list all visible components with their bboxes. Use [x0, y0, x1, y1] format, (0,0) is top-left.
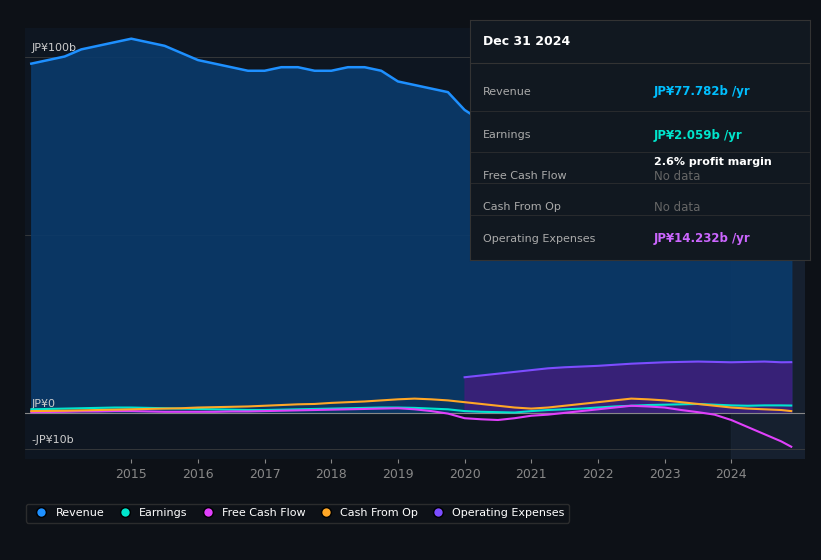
Text: Cash From Op: Cash From Op — [484, 202, 561, 212]
Text: Dec 31 2024: Dec 31 2024 — [484, 35, 571, 48]
Bar — [732, 28, 805, 459]
Text: Revenue: Revenue — [484, 87, 532, 97]
Text: JP¥100b: JP¥100b — [31, 43, 76, 53]
Legend: Revenue, Earnings, Free Cash Flow, Cash From Op, Operating Expenses: Revenue, Earnings, Free Cash Flow, Cash … — [26, 504, 569, 522]
Text: JP¥14.232b /yr: JP¥14.232b /yr — [654, 232, 750, 245]
Text: Earnings: Earnings — [484, 130, 532, 140]
Text: JP¥0: JP¥0 — [31, 399, 55, 409]
Text: JP¥77.782b /yr: JP¥77.782b /yr — [654, 85, 750, 99]
Text: Operating Expenses: Operating Expenses — [484, 234, 595, 244]
Text: Free Cash Flow: Free Cash Flow — [484, 171, 566, 181]
Text: 2.6% profit margin: 2.6% profit margin — [654, 157, 772, 167]
Text: -JP¥10b: -JP¥10b — [31, 435, 74, 445]
Text: No data: No data — [654, 201, 700, 214]
Text: JP¥2.059b /yr: JP¥2.059b /yr — [654, 129, 742, 142]
Text: No data: No data — [654, 170, 700, 183]
